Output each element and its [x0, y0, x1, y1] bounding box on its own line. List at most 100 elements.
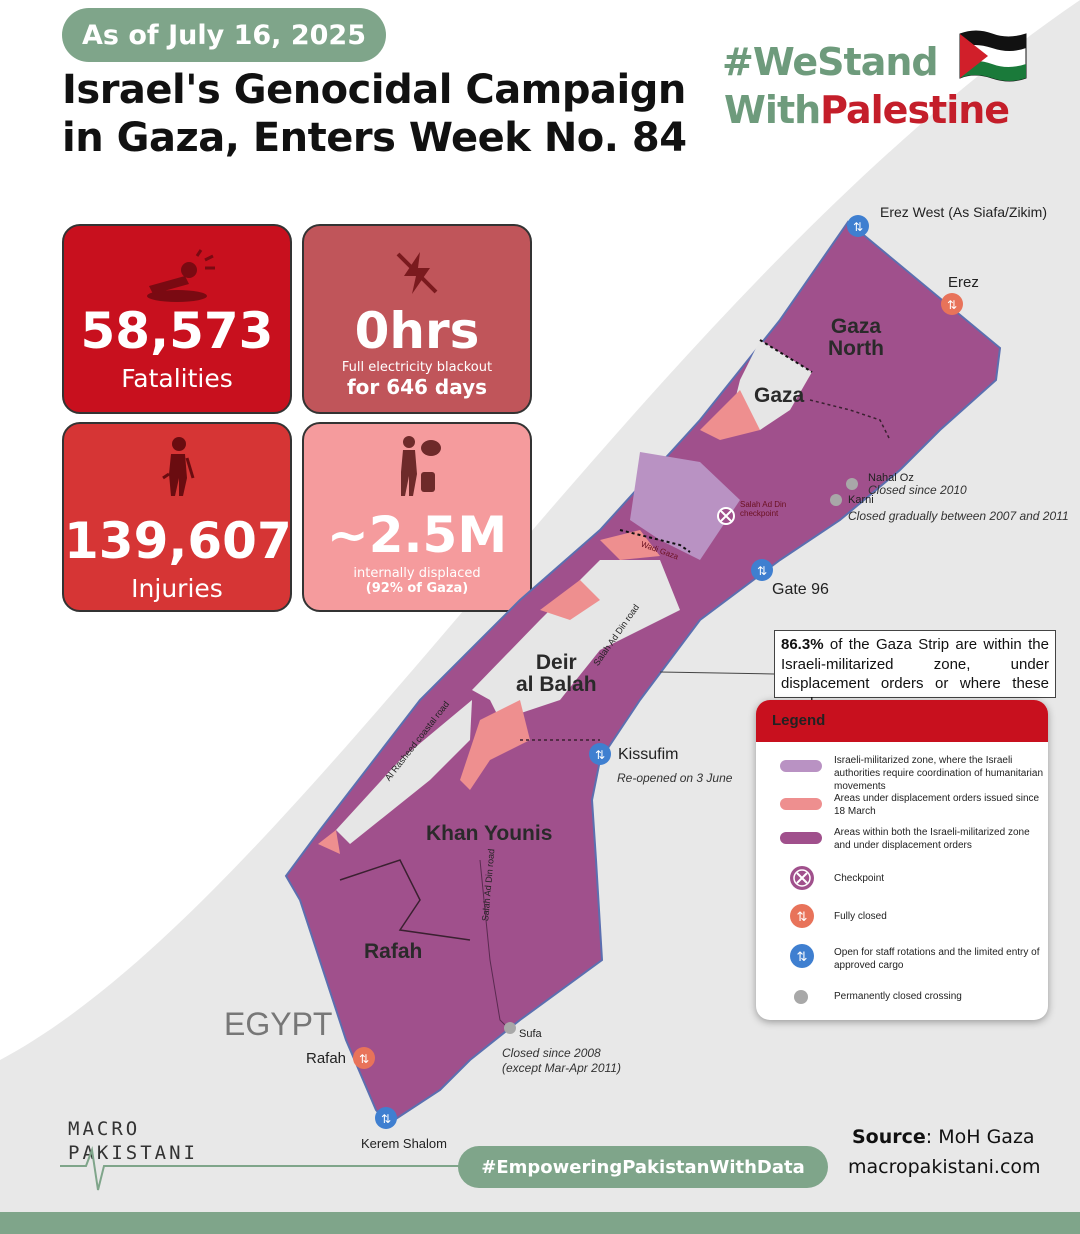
- label-erez-west: Erez West (As Siafa/Zikim): [880, 204, 1047, 220]
- svg-text:⇅: ⇅: [757, 564, 767, 578]
- no-electricity-icon: [396, 252, 438, 294]
- label-deir-2: al Balah: [516, 673, 597, 696]
- fatalities-label: Fatalities: [121, 364, 233, 393]
- injuries-value: 139,607: [64, 512, 292, 570]
- map-governorate-boundary-4: [339, 859, 471, 941]
- svg-text:⇅: ⇅: [797, 950, 808, 965]
- crossing-icon-kerem-shalom: ⇅: [375, 1107, 397, 1129]
- map-area-coastal-pink: [318, 830, 340, 854]
- legend-item-both: Areas within both the Israeli-militarize…: [756, 826, 1048, 860]
- legend-item-militarized: Israeli-militarized zone, where the Isra…: [756, 754, 1048, 792]
- title-line-1: Israel's Genocidal Campaign: [62, 67, 686, 113]
- website-text: macropakistani.com: [848, 1156, 1041, 1178]
- palestine-flag-icon: [959, 30, 1027, 82]
- map-governorate-boundary-2: [619, 529, 691, 553]
- label-karni: Karni: [848, 494, 874, 506]
- legend-item-permanently-closed: Permanently closed crossing: [756, 984, 1048, 1018]
- legend-text-militarized: Israeli-militarized zone, where the Isra…: [834, 755, 1044, 792]
- label-gaza: Gaza: [754, 384, 805, 407]
- hashtag-palestine: Palestine: [820, 88, 1010, 132]
- injuries-card: 139,607 Injuries: [62, 422, 292, 612]
- legend-swatch-displacement: [780, 798, 822, 810]
- label-sufa: Sufa: [519, 1028, 542, 1040]
- title-line-2: in Gaza, Enters Week No. 84: [62, 115, 687, 161]
- logo-macro: MACRO: [68, 1118, 141, 1140]
- legend-title: Legend: [756, 700, 1048, 742]
- label-erez: Erez: [948, 274, 979, 291]
- map-governorate-boundary-1: [809, 399, 891, 441]
- callout-leader-line: [659, 671, 775, 675]
- displaced-card: ~2.5M internally displaced (92% of Gaza): [302, 422, 532, 612]
- crossing-icon-rafah: ⇅: [353, 1047, 375, 1069]
- logo-pakistani: PAKISTANI: [68, 1142, 198, 1164]
- label-gaza-north-1: Gaza: [830, 315, 882, 338]
- legend-item-fully-closed: ⇅ Fully closed: [756, 900, 1048, 934]
- legend-text-permanently-closed: Permanently closed crossing: [834, 991, 962, 1002]
- map-area-deir-white: [472, 560, 680, 720]
- electricity-sub: Full electricity blackout: [341, 360, 493, 375]
- label-gaza-north-2: North: [828, 337, 884, 360]
- legend-text-both: Areas within both the Israeli-militarize…: [834, 827, 1030, 851]
- map-area-gaza-pink: [700, 390, 760, 440]
- legend-item-checkpoint: Checkpoint: [756, 862, 1048, 896]
- label-nahal-oz: Nahal Oz: [868, 472, 914, 484]
- map-area-middle-pink-2: [540, 580, 600, 620]
- injured-person-icon: [162, 437, 195, 496]
- legend-text-open-staff: Open for staff rotations and the limited…: [834, 947, 1040, 971]
- coverage-callout: 86.3% of the Gaza Strip are within the I…: [774, 630, 1056, 712]
- map-area-gaza-city: [730, 340, 812, 430]
- label-deir-1: Deir: [535, 651, 577, 674]
- crossing-icon-sufa: [504, 1022, 516, 1034]
- hashtag-withpalestine: WithPalestine: [724, 88, 1010, 132]
- displaced-detail: (92% of Gaza): [365, 581, 469, 596]
- empowering-hashtag: #EmpoweringPakistanWithData: [458, 1146, 828, 1188]
- label-rafah-governorate: Rafah: [364, 940, 423, 963]
- map-area-coastal-white: [336, 700, 472, 844]
- displaced-value: ~2.5M: [326, 506, 508, 564]
- label-sufa-note-2: (except Mar-Apr 2011): [502, 1061, 621, 1075]
- label-gaza-north: Gaza North: [828, 316, 884, 360]
- source-label: Source: [852, 1126, 926, 1148]
- label-deir-al-balah: Deir al Balah: [516, 652, 597, 696]
- map-legend: Legend Israeli-militarized zone, where t…: [756, 700, 1048, 1020]
- legend-item-open-staff: ⇅ Open for staff rotations and the limit…: [756, 942, 1048, 976]
- fallen-person-icon: [147, 249, 215, 302]
- label-rafah-crossing: Rafah: [306, 1050, 347, 1067]
- legend-fully-closed-icon: ⇅: [790, 904, 814, 928]
- legend-item-displacement: Areas under displacement orders issued s…: [756, 792, 1048, 826]
- source-text: Source: MoH Gaza: [852, 1126, 1035, 1148]
- label-nahal-oz-note: Closed since 2010: [868, 483, 967, 497]
- svg-text:⇅: ⇅: [359, 1052, 369, 1066]
- crossing-icon-karni: [830, 494, 842, 506]
- crossing-icon-erez: ⇅: [941, 293, 963, 315]
- date-pill: As of July 16, 2025: [62, 8, 386, 62]
- svg-text:⇅: ⇅: [853, 220, 863, 234]
- fatalities-card: 58,573 Fatalities: [62, 224, 292, 414]
- legend-text-displacement: Areas under displacement orders issued s…: [834, 793, 1040, 817]
- svg-text:⇅: ⇅: [381, 1112, 391, 1126]
- map-area-militarized-zone: [630, 452, 740, 560]
- displaced-sub: internally displaced: [353, 566, 481, 581]
- legend-text-fully-closed: Fully closed: [834, 911, 887, 922]
- legend-swatch-militarized: [780, 760, 822, 772]
- logo-pulse-line: [60, 1146, 460, 1191]
- legend-open-icon: ⇅: [790, 944, 814, 968]
- crossing-icon-gate96: ⇅: [751, 559, 773, 581]
- electricity-card: 0hrs Full electricity blackout for 646 d…: [302, 224, 532, 414]
- legend-permanently-closed-icon: [794, 990, 808, 1004]
- label-kerem-shalom: Kerem Shalom: [361, 1136, 447, 1151]
- svg-text:⇅: ⇅: [797, 910, 808, 925]
- label-gate96: Gate 96: [772, 581, 829, 598]
- hashtag-westand: #WeStand: [722, 40, 939, 84]
- injuries-label: Injuries: [131, 574, 223, 603]
- fatalities-value: 58,573: [80, 302, 274, 360]
- map-area-overlap-zone: [284, 220, 1002, 1126]
- map-area-deir-pink: [460, 700, 530, 790]
- label-karni-note: Closed gradually between 2007 and 2011: [848, 509, 1069, 523]
- electricity-value: 0hrs: [354, 302, 480, 360]
- displaced-person-icon: [401, 436, 441, 496]
- source-value: : MoH Gaza: [925, 1126, 1035, 1148]
- footer-bar: [0, 1212, 1080, 1234]
- label-checkpoint: Salah Ad Din checkpoint: [740, 500, 787, 518]
